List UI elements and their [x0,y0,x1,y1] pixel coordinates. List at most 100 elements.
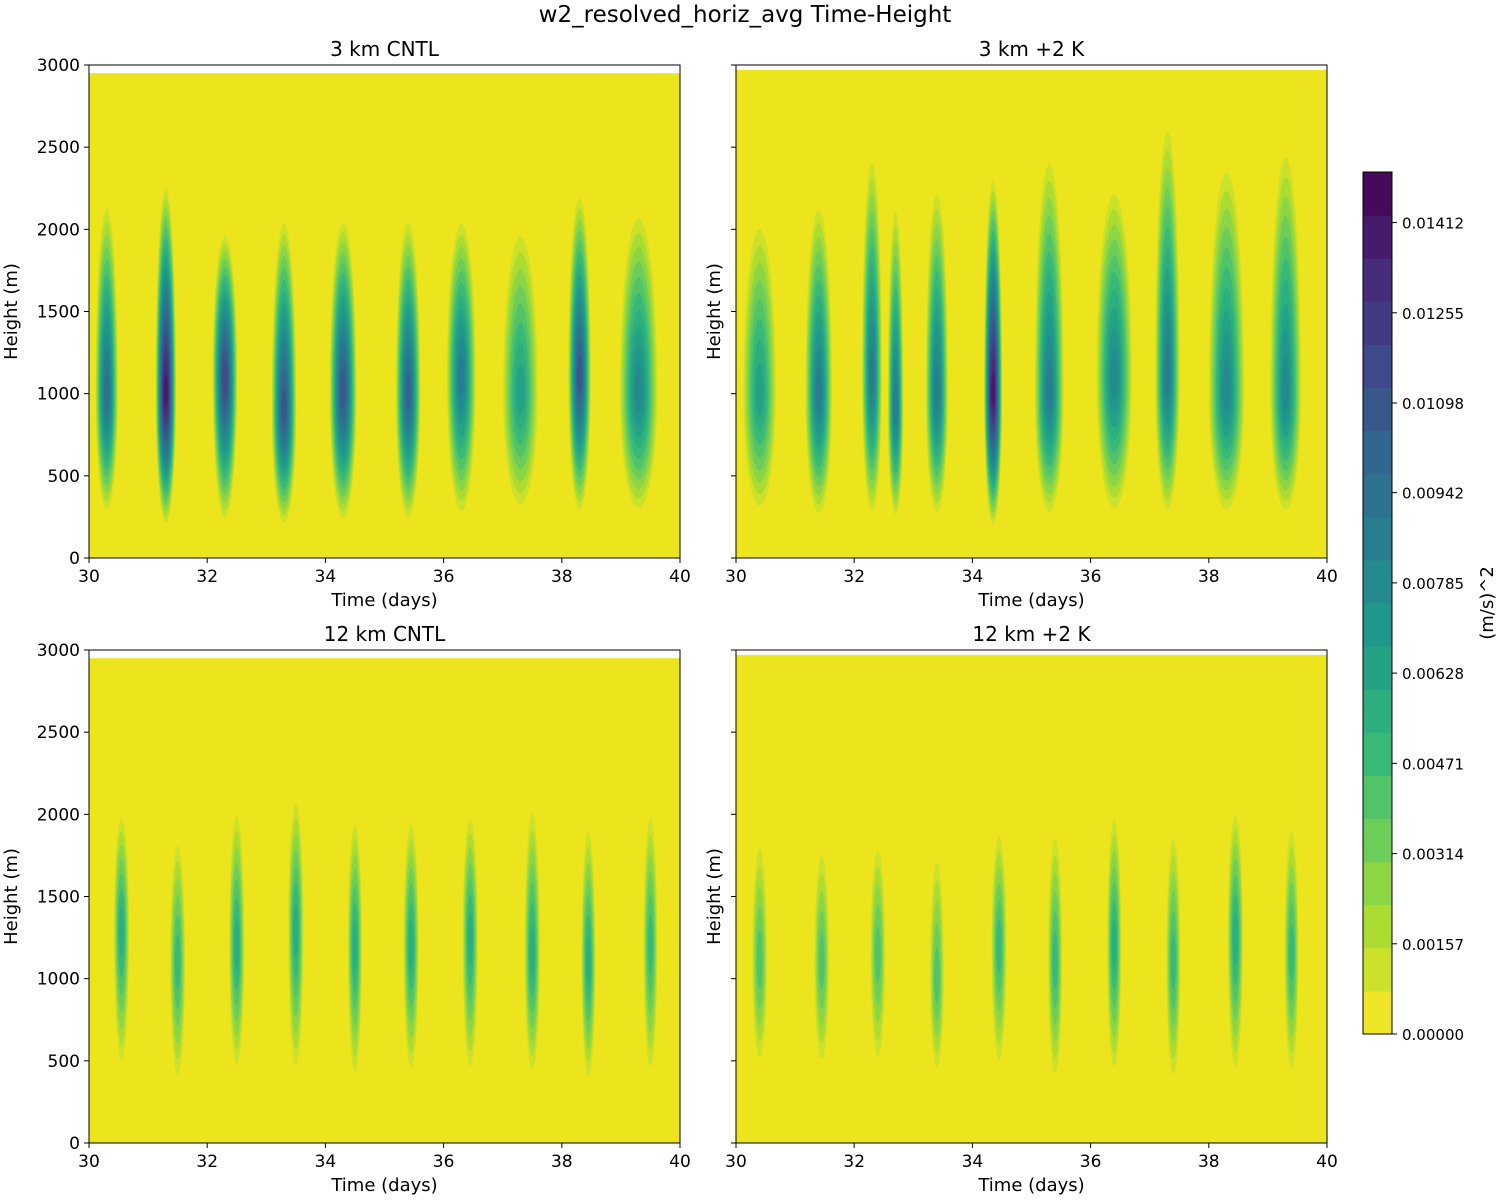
plume-9 [568,198,591,510]
plume-4 [288,803,304,1066]
plume-8 [524,813,540,1070]
plume-4 [887,210,904,515]
plume-6 [983,181,1003,525]
x-tick-label: 32 [843,567,865,587]
plume-8 [1096,194,1132,509]
colorbar-tick-label: 0.01255 [1402,305,1464,323]
colorbar-tick-label: 0.00628 [1402,665,1464,683]
contour-level-10 [1110,348,1119,398]
colorbar-level [1363,258,1392,302]
contour-level-11 [1046,359,1053,411]
contour-level-18 [163,373,168,407]
colorbar-level [1363,689,1392,733]
y-tick-label: 1000 [37,385,80,405]
contour-level-7 [408,920,414,972]
contour-level-11 [934,364,940,411]
y-axis: 0 500 1000 1500 2000 2500 3000 Height (m) [1,56,89,569]
contour-level-7 [467,912,473,965]
x-tick-label: 34 [962,1152,984,1172]
contour-level-5 [756,930,763,989]
y-tick-label: 2000 [37,805,80,825]
colorbar-level [1363,516,1392,561]
plume-5 [329,222,357,519]
plume-1 [95,208,118,510]
contour-level-15 [222,361,228,394]
x-tick-label: 40 [1316,1152,1338,1172]
y-axis-label: Height (m) [1,848,22,945]
contour-level-18 [991,372,996,407]
plume-3 [229,815,245,1064]
y-tick-label: 3000 [37,56,80,76]
panel-1: 3 km CNTL 30 32 34 36 38 40 Time (days) 0 500 1000… [1,37,691,611]
x-tick-label: 30 [725,567,747,587]
panel-title: 3 km CNTL [330,37,440,61]
colorbar-level [1363,947,1392,992]
plume-8 [503,236,538,505]
y-tick-label: 2000 [37,220,80,240]
plume-6 [395,223,421,518]
y-axis-label: Height (m) [704,848,725,945]
colorbar-level [1363,559,1392,604]
contour-level-6 [174,934,181,989]
panel-2: 3 km +2 K 30 32 34 36 38 40 Time (days) Height (… [704,37,1338,611]
x-tick-label: 40 [669,567,691,587]
colorbar-level [1363,473,1392,518]
x-tick-label: 30 [78,567,100,587]
colorbar-tick-label: 0.00314 [1402,846,1464,864]
contour-level-6 [1288,924,1295,982]
plume-1 [113,818,130,1060]
contour-level-5 [874,925,881,983]
plume-2 [805,209,833,514]
contour-level-11 [1164,341,1171,397]
x-tick-label: 40 [1316,567,1338,587]
colorbar-level [1363,904,1392,949]
colorbar-tick-label: 0.00942 [1402,485,1464,503]
colorbar-tick-label: 0.01412 [1402,215,1464,233]
colorbar-level [1363,603,1392,647]
plume-11 [1270,157,1302,510]
y-tick-label: 1000 [37,970,80,990]
panel-title: 12 km CNTL [324,622,446,646]
x-tick-label: 36 [433,567,455,587]
contour-level-8 [516,363,525,415]
colorbar-tick-label: 0.00000 [1402,1026,1464,1044]
colorbar-level [1363,215,1392,259]
contour-level-14 [577,355,582,394]
plume-2 [814,855,830,1059]
contour-level-7 [118,906,125,957]
x-tick-label: 38 [551,567,573,587]
colorbar-level [1363,387,1392,432]
plume-8 [1166,838,1181,1075]
colorbar-level [1363,301,1392,345]
y-tick-label: 0 [69,1134,80,1154]
plume-10 [1284,830,1299,1068]
x-tick-label: 38 [551,1152,573,1172]
colorbar-level [1363,732,1392,776]
plume-5 [991,836,1007,1060]
y-tick-label: 500 [48,1052,80,1072]
contour-level-7 [529,924,535,979]
contour-level-11 [815,366,822,412]
colorbar-level [1363,861,1392,906]
x-tick-label: 34 [315,567,337,587]
contour-level-7 [1232,911,1238,965]
x-axis-label: Time (days) [330,590,437,611]
contour-level-5 [818,932,825,989]
y-axis: 0 500 1000 1500 2000 2500 3000 Height (m) [1,641,89,1154]
contour-level-7 [293,902,299,959]
x-tick-label: 32 [196,567,218,587]
colorbar-level [1363,344,1392,388]
colorbar-tick-label: 0.01098 [1402,395,1464,413]
plume-6 [403,824,419,1067]
plume-2 [170,846,186,1075]
x-axis: 30 32 34 36 38 40 Time (days) [78,1143,691,1196]
contour-level-14 [340,372,346,409]
x-tick-label: 40 [669,1152,691,1172]
colorbar-tick-label: 0.00471 [1402,755,1464,773]
x-tick-label: 34 [962,567,984,587]
panel-title: 12 km +2 K [972,622,1091,646]
contour-level-10 [634,365,643,412]
contour-level-10 [1282,356,1290,413]
colorbar-tick-label: 0.00785 [1402,575,1464,593]
plume-10 [643,817,658,1067]
